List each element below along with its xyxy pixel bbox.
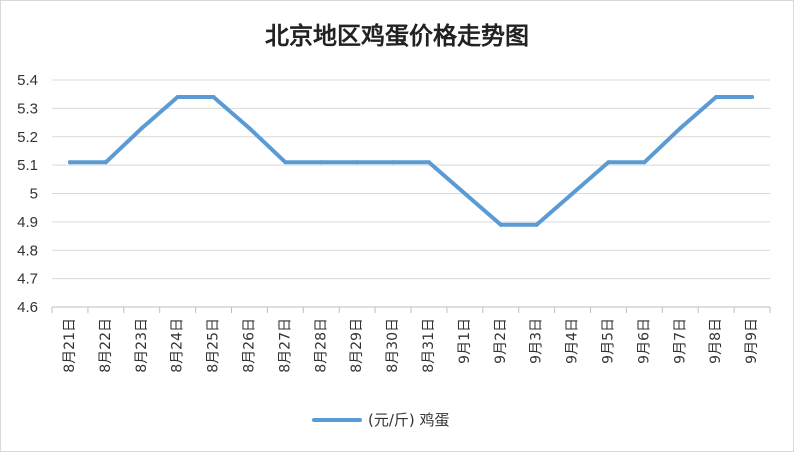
x-tick-label: 8月27日 [277,318,293,373]
x-tick-label: 9月4日 [565,318,581,364]
data-point [355,160,360,165]
x-tick-label: 8月31日 [421,318,437,373]
gridlines [52,79,770,280]
y-tick-label: 4.6 [17,299,38,316]
data-point [462,191,467,196]
y-tick-label: 4.7 [17,271,38,288]
legend: (元/斤) 鸡蛋 [312,411,450,429]
data-point [534,222,539,227]
y-tick-label: 5.2 [17,129,38,146]
data-point [642,160,647,165]
chart-title: 北京地区鸡蛋价格走势图 [265,21,529,50]
y-tick-label: 4.9 [17,214,38,231]
data-point [211,95,216,100]
x-tick-label: 9月1日 [457,318,473,364]
x-tick-label: 9月7日 [672,318,688,364]
x-tick-label: 9月2日 [493,318,509,364]
data-point [175,95,180,100]
data-point [606,160,611,165]
data-point [498,222,503,227]
x-tick-label: 8月24日 [170,318,186,373]
y-axis-ticks: 4.6 4.7 4.8 4.9 5 5.1 5.2 5.3 5.4 [17,72,38,316]
data-point [714,95,719,100]
y-tick-label: 4.8 [17,242,38,259]
data-point [103,160,108,165]
y-tick-label: 5 [30,186,38,203]
y-tick-label: 5.1 [17,157,38,174]
x-axis [51,306,771,313]
data-point [67,160,72,165]
data-point [678,126,683,131]
x-tick-label: 8月25日 [206,318,222,373]
x-tick-label: 9月8日 [708,318,724,364]
y-tick-label: 5.4 [17,72,38,89]
x-tick-label: 9月9日 [744,318,760,364]
data-point [139,126,144,131]
y-tick-label: 5.3 [17,100,38,117]
data-point [426,160,431,165]
data-point [283,160,288,165]
data-point [319,160,324,165]
data-point [391,160,396,165]
x-axis-ticks: 8月21日 8月22日 8月23日 8月24日 8月25日 8月26日 8月27日 8月28日… [62,318,760,373]
x-tick-label: 8月26日 [241,318,257,373]
x-tick-label: 8月29日 [349,318,365,373]
x-tick-label: 8月23日 [134,318,150,373]
x-tick-label: 8月21日 [62,318,78,373]
series-line [68,95,754,227]
series-group [67,95,755,227]
data-point [247,126,252,131]
x-tick-label: 8月30日 [385,318,401,373]
x-tick-label: 8月22日 [98,318,114,373]
data-point [750,95,755,100]
x-tick-label: 9月3日 [529,318,545,364]
x-tick-label: 8月28日 [313,318,329,373]
x-tick-label: 9月5日 [600,318,616,364]
data-point [570,191,575,196]
x-tick-label: 9月6日 [636,318,652,364]
legend-label: (元/斤) 鸡蛋 [368,411,450,429]
